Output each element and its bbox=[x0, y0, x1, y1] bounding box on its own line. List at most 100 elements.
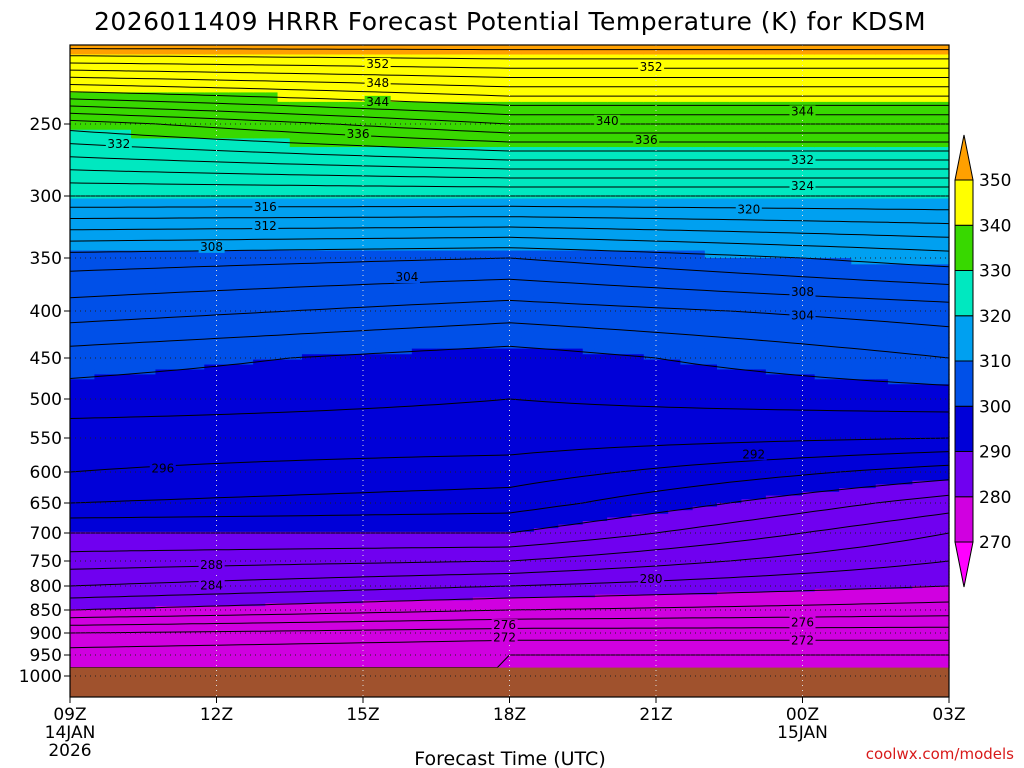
theta-cell bbox=[253, 594, 266, 599]
theta-cell bbox=[363, 264, 376, 272]
theta-cell bbox=[106, 586, 120, 590]
theta-cell bbox=[387, 528, 401, 533]
theta-cell bbox=[314, 625, 327, 629]
theta-cell bbox=[204, 73, 218, 84]
theta-cell bbox=[131, 296, 144, 304]
theta-cell bbox=[509, 452, 523, 458]
theta-cell bbox=[399, 633, 413, 638]
theta-cell bbox=[131, 364, 144, 371]
theta-cell bbox=[375, 521, 389, 526]
theta-cell bbox=[399, 320, 413, 327]
theta-cell bbox=[411, 337, 425, 344]
theta-cell bbox=[240, 342, 254, 350]
theta-cell bbox=[485, 652, 498, 656]
theta-cell bbox=[472, 283, 486, 291]
theta-cell bbox=[155, 444, 169, 450]
theta-cell bbox=[179, 374, 193, 380]
theta-cell bbox=[521, 588, 535, 593]
theta-cell bbox=[338, 594, 352, 599]
theta-cell bbox=[485, 403, 498, 409]
theta-cell bbox=[497, 213, 511, 222]
theta-cell bbox=[375, 528, 389, 533]
theta-cell bbox=[411, 374, 425, 380]
theta-cell bbox=[387, 565, 401, 569]
theta-cell bbox=[448, 228, 462, 237]
theta-cell bbox=[411, 631, 425, 635]
theta-cell bbox=[155, 562, 169, 566]
theta-cell bbox=[472, 198, 486, 207]
theta-cell bbox=[289, 655, 303, 659]
theta-cell bbox=[179, 484, 193, 489]
theta-cell bbox=[131, 603, 144, 607]
theta-cell bbox=[363, 408, 376, 414]
theta-cell bbox=[509, 120, 523, 131]
theta-cell bbox=[375, 657, 389, 661]
theta-cell bbox=[228, 326, 242, 333]
theta-cell bbox=[509, 652, 523, 656]
theta-cell bbox=[70, 320, 83, 327]
theta-cell bbox=[265, 524, 279, 529]
theta-cell bbox=[399, 444, 413, 450]
theta-cell bbox=[399, 228, 413, 237]
theta-cell bbox=[375, 399, 389, 405]
theta-cell bbox=[118, 413, 132, 419]
theta-cell bbox=[131, 45, 144, 56]
theta-cell bbox=[314, 473, 327, 478]
theta-cell bbox=[106, 538, 120, 543]
theta-cell bbox=[521, 641, 535, 646]
theta-cell bbox=[350, 644, 364, 648]
theta-cell bbox=[216, 594, 230, 599]
theta-cell bbox=[472, 164, 486, 174]
theta-cell bbox=[533, 270, 547, 278]
theta-cell bbox=[314, 521, 327, 526]
theta-cell bbox=[509, 513, 523, 518]
theta-cell bbox=[497, 594, 511, 599]
theta-cell bbox=[521, 473, 535, 478]
theta-cell bbox=[143, 243, 157, 252]
theta-cell bbox=[424, 164, 437, 174]
theta-cell bbox=[167, 138, 181, 148]
theta-cell bbox=[521, 314, 535, 321]
theta-cell bbox=[253, 606, 266, 610]
theta-cell bbox=[399, 374, 413, 380]
theta-cell bbox=[350, 147, 364, 157]
theta-cell bbox=[375, 641, 389, 646]
theta-cell bbox=[70, 591, 83, 596]
theta-cell bbox=[70, 270, 83, 278]
theta-cell bbox=[375, 440, 389, 446]
theta-cell bbox=[460, 465, 474, 470]
theta-cell bbox=[289, 639, 303, 643]
theta-cell bbox=[411, 499, 425, 504]
theta-cell bbox=[472, 369, 486, 375]
theta-cell bbox=[448, 473, 462, 478]
theta-cell bbox=[228, 277, 242, 285]
theta-cell bbox=[131, 444, 144, 450]
theta-cell bbox=[472, 264, 486, 272]
theta-cell bbox=[228, 503, 242, 508]
theta-cell bbox=[460, 647, 474, 651]
theta-cell bbox=[375, 597, 389, 601]
theta-cell bbox=[143, 558, 157, 563]
theta-cell bbox=[204, 606, 218, 610]
theta-cell bbox=[70, 528, 83, 533]
theta-cell bbox=[350, 473, 364, 478]
theta-cell bbox=[192, 250, 205, 259]
theta-cell bbox=[143, 583, 157, 587]
theta-cell bbox=[94, 521, 108, 526]
theta-cell bbox=[179, 506, 193, 511]
theta-cell bbox=[424, 413, 437, 419]
theta-cell bbox=[265, 461, 279, 466]
theta-cell bbox=[497, 228, 511, 237]
theta-cell bbox=[155, 354, 169, 361]
theta-cell bbox=[497, 270, 511, 278]
theta-cell bbox=[131, 172, 144, 183]
theta-cell bbox=[253, 649, 266, 653]
theta-cell bbox=[521, 354, 535, 361]
theta-cell bbox=[424, 639, 437, 643]
theta-cell bbox=[277, 488, 291, 493]
theta-cell bbox=[143, 506, 157, 511]
theta-cell bbox=[192, 506, 205, 511]
theta-cell bbox=[155, 600, 169, 604]
theta-cell bbox=[240, 408, 254, 414]
theta-cell bbox=[131, 660, 144, 664]
